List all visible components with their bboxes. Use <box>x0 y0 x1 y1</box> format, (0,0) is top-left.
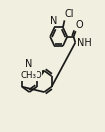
Text: N: N <box>50 16 57 26</box>
Text: N: N <box>26 59 33 69</box>
Text: Cl: Cl <box>65 9 74 19</box>
Text: O: O <box>34 71 41 80</box>
Text: NH: NH <box>77 38 92 48</box>
Text: CH₃: CH₃ <box>20 71 37 80</box>
Text: O: O <box>76 20 84 30</box>
